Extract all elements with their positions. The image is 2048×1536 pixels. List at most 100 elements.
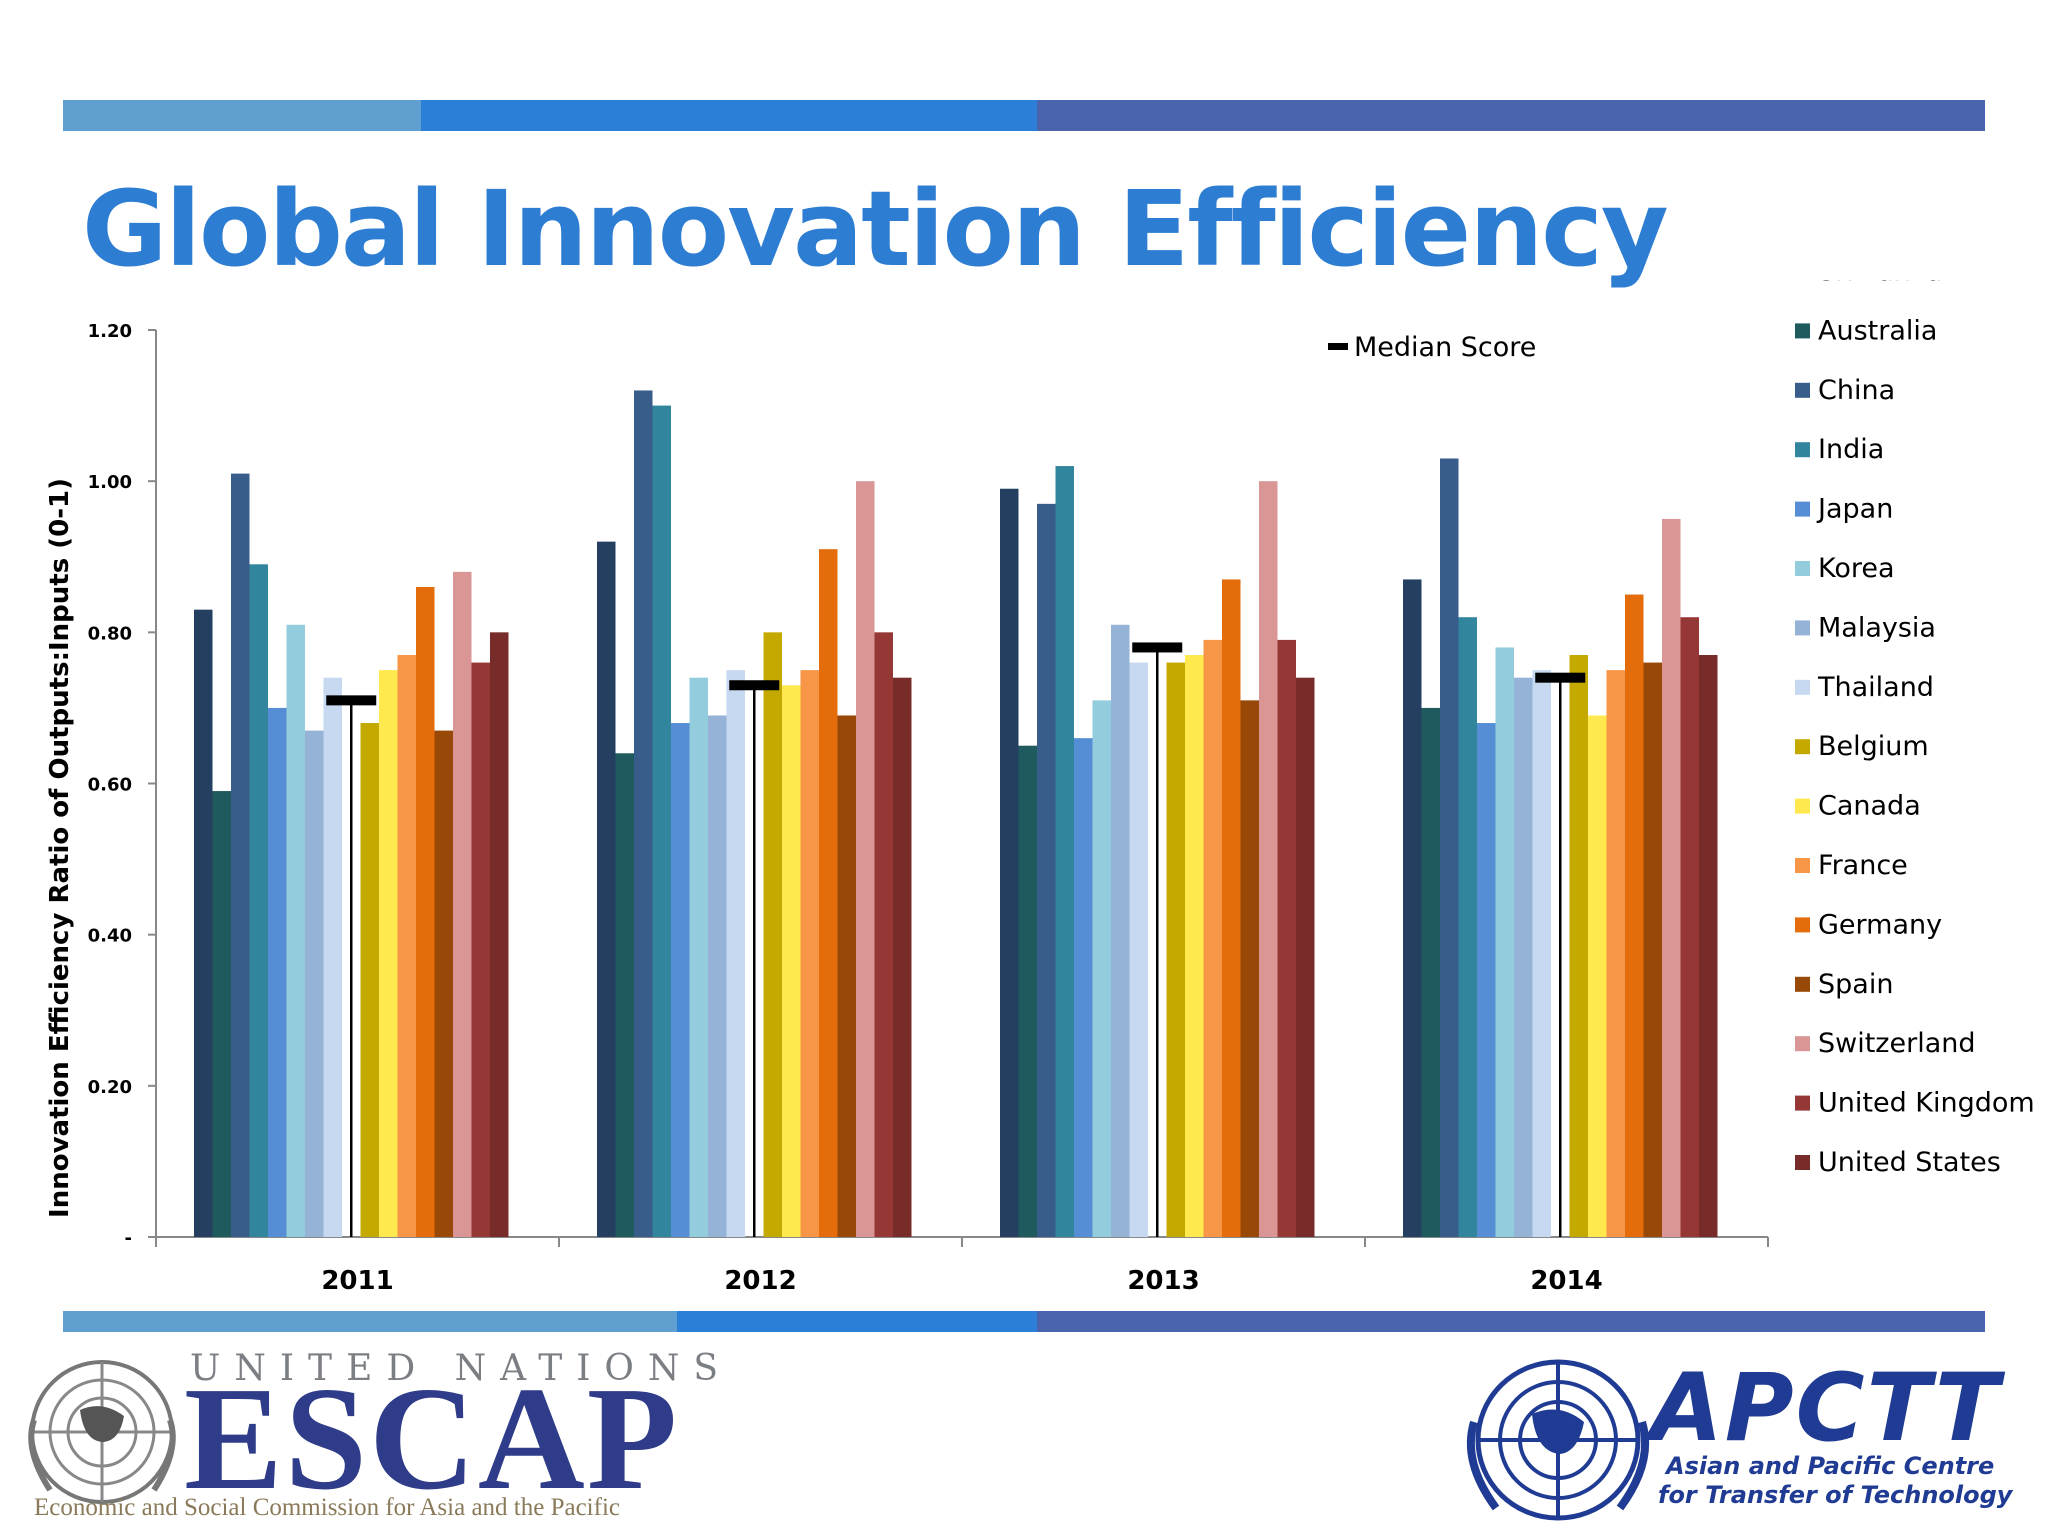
legend-label: Malaysia	[1818, 612, 1936, 643]
bar-china	[634, 390, 653, 1237]
apctt-subtitle-line1: Asian and Pacific Centre	[1666, 1452, 1995, 1480]
bar-spain	[1240, 700, 1259, 1237]
bar-thailand	[1129, 662, 1148, 1237]
bar-germany	[1222, 579, 1241, 1237]
bar-united-kingdom	[874, 632, 893, 1237]
bar-france	[800, 670, 819, 1237]
bar-sri-lanka	[1000, 488, 1019, 1238]
bar-belgium	[360, 723, 379, 1237]
bar-japan	[1477, 723, 1496, 1237]
bar-china	[1037, 503, 1056, 1237]
bar-canada	[1185, 655, 1204, 1237]
bar-thailand	[1532, 670, 1551, 1237]
x-tick-label: 2011	[321, 1266, 393, 1296]
legend-swatch	[1795, 1036, 1810, 1052]
bar-spain	[1643, 662, 1662, 1237]
bar-sri-lanka	[1403, 579, 1422, 1237]
escap-subtitle: Economic and Social Commission for Asia …	[34, 1494, 620, 1521]
legend-label: China	[1818, 375, 1895, 406]
legend-swatch	[1795, 798, 1810, 814]
y-tick-label: 1.00	[88, 472, 132, 493]
legend-label: Thailand	[1817, 672, 1934, 703]
legend-label: France	[1818, 850, 1908, 881]
bar-australia	[1018, 745, 1037, 1237]
bar-spain	[434, 730, 453, 1237]
bar-switzerland	[856, 481, 875, 1237]
bar-united-states	[1699, 655, 1718, 1237]
stripe-segment-light	[63, 100, 421, 131]
bar-france	[1203, 639, 1222, 1237]
legend-swatch	[1795, 679, 1810, 695]
bar-united-kingdom	[1680, 617, 1699, 1237]
median-legend: Median Score	[1328, 332, 1536, 363]
legend-swatch	[1795, 1155, 1810, 1170]
bar-canada	[1588, 715, 1607, 1237]
bar-korea	[689, 677, 708, 1237]
bar-sri-lanka	[597, 541, 616, 1237]
bar-japan	[268, 707, 287, 1237]
bar-korea	[1495, 647, 1514, 1237]
median-marker	[1132, 642, 1183, 653]
bar-belgium	[1569, 655, 1588, 1237]
page-title: Global Innovation Efficiency	[82, 168, 1669, 290]
stripe-segment-mid	[677, 1311, 1037, 1332]
bar-malaysia	[1111, 624, 1130, 1237]
bar-switzerland	[453, 571, 472, 1237]
apctt-logo-text: APCTT	[1650, 1354, 2002, 1463]
stripe-segment-light	[63, 1311, 677, 1332]
bar-thailand	[726, 670, 745, 1237]
bar-united-states	[1296, 677, 1315, 1237]
bar-korea	[1092, 700, 1111, 1237]
bar-japan	[1074, 738, 1093, 1237]
bar-korea	[286, 624, 305, 1237]
bar-united-kingdom	[471, 662, 490, 1237]
stripe-segment-dark	[1037, 1311, 1985, 1332]
bar-australia	[615, 753, 634, 1237]
bar-france	[1606, 670, 1625, 1237]
bar-australia	[212, 791, 231, 1237]
y-tick-label: 1.20	[88, 321, 132, 342]
un-emblem-icon	[28, 1360, 176, 1504]
bar-switzerland	[1662, 518, 1681, 1237]
bar-india	[1458, 617, 1477, 1237]
bar-germany	[416, 586, 435, 1237]
bar-france	[397, 655, 416, 1237]
x-axis: 2011 2012 2013 2014	[155, 1236, 1769, 1296]
bar-spain	[837, 715, 856, 1237]
bar-sri-lanka	[194, 609, 213, 1237]
legend-label: Belgium	[1818, 731, 1929, 762]
bar-chart: Innovation Efficiency Ratio of Outputs:I…	[45, 280, 2035, 1296]
legend-swatch	[1795, 917, 1810, 933]
bar-united-states	[490, 632, 509, 1237]
legend-label: Sri Lanka	[1818, 280, 1943, 287]
legend-label: United Kingdom	[1818, 1088, 2035, 1119]
legend-label: Japan	[1816, 494, 1893, 525]
legend-swatch	[1795, 1095, 1810, 1111]
legend-label: Switzerland	[1818, 1028, 1976, 1059]
bar-thailand	[323, 677, 342, 1237]
top-stripe	[63, 100, 1985, 131]
escap-logo-text: ESCAP	[184, 1357, 680, 1521]
legend-label: United States	[1818, 1147, 2001, 1178]
legend-swatch	[1795, 323, 1810, 339]
legend-swatch	[1795, 442, 1810, 458]
escap-top-text: UNITED NATIONS	[190, 1348, 733, 1389]
legend: Sri Lanka Australia China India Japan Korea Ma…	[1795, 280, 2035, 1178]
legend-swatch	[1795, 561, 1810, 576]
median-marker	[729, 680, 780, 691]
bar-malaysia	[305, 730, 324, 1237]
bar-belgium	[1166, 662, 1185, 1237]
legend-swatch	[1795, 620, 1810, 636]
legend-swatch	[1795, 501, 1810, 517]
y-tick-label: 0.40	[88, 926, 132, 947]
bar-china	[231, 473, 250, 1237]
y-axis-label: Innovation Efficiency Ratio of Outputs:I…	[45, 478, 75, 1218]
x-tick-label: 2014	[1530, 1266, 1602, 1296]
bars-group	[194, 390, 1718, 1238]
bar-malaysia	[1514, 677, 1533, 1237]
legend-label: Canada	[1818, 791, 1921, 822]
y-tick-label: 0.20	[88, 1077, 132, 1098]
legend-swatch	[1795, 382, 1810, 398]
legend-label: India	[1818, 434, 1884, 465]
stripe-segment-dark	[1037, 100, 1985, 131]
